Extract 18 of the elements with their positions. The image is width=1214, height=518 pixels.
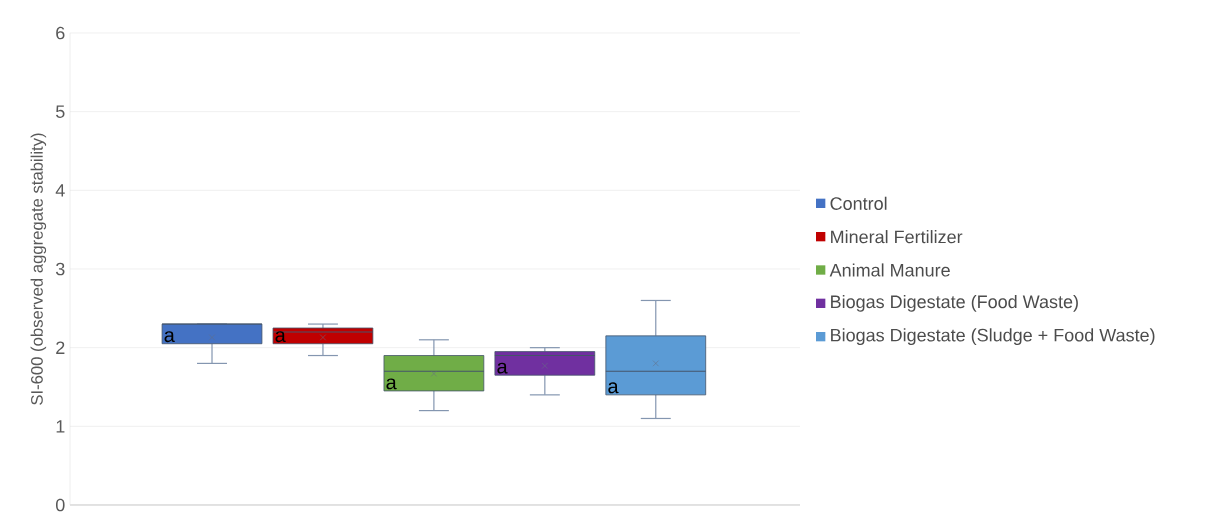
annotation: a	[386, 378, 397, 390]
legend-label: Control	[830, 196, 887, 210]
y-tick-label: 6	[56, 26, 65, 40]
y-axis-title: SI-600 (observed aggregate stability)	[30, 133, 47, 405]
annotation: a	[164, 331, 175, 343]
annotation: a	[497, 362, 508, 374]
legend-label: Animal Manure	[829, 263, 950, 277]
y-tick-label: 0	[55, 498, 65, 512]
y-tick-label: 1	[56, 420, 65, 433]
legend-label: Biogas Digestate (Food Waste)	[831, 294, 1078, 312]
legend-label: Biogas Digestate (Sludge + Food Waste)	[831, 328, 1155, 346]
y-tick-label: 2	[56, 341, 65, 354]
y-tick-label: 5	[55, 105, 65, 118]
annotation: a	[275, 331, 286, 343]
y-tick-label: 4	[55, 184, 65, 197]
annotation: a	[608, 382, 619, 394]
y-tick-label: 3	[55, 262, 65, 276]
legend-label: Mineral Fertilizer	[831, 230, 963, 244]
